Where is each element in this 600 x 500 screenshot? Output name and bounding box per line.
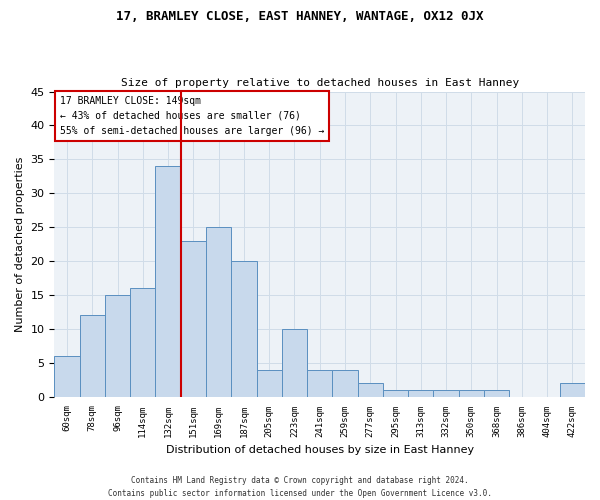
Text: Contains HM Land Registry data © Crown copyright and database right 2024.
Contai: Contains HM Land Registry data © Crown c… (108, 476, 492, 498)
Bar (358, 383, 383, 397)
Bar (408, 390, 433, 397)
Bar (433, 390, 458, 397)
Bar (484, 390, 509, 397)
Bar (206, 227, 231, 397)
X-axis label: Distribution of detached houses by size in East Hanney: Distribution of detached houses by size … (166, 445, 474, 455)
Bar (105, 295, 130, 397)
Bar (55, 356, 80, 397)
Bar (181, 241, 206, 397)
Bar (560, 383, 585, 397)
Bar (231, 261, 257, 397)
Bar (155, 166, 181, 397)
Bar (332, 370, 358, 397)
Bar (307, 370, 332, 397)
Bar (257, 370, 282, 397)
Text: 17, BRAMLEY CLOSE, EAST HANNEY, WANTAGE, OX12 0JX: 17, BRAMLEY CLOSE, EAST HANNEY, WANTAGE,… (116, 10, 484, 23)
Bar (383, 390, 408, 397)
Bar (282, 329, 307, 397)
Bar (130, 288, 155, 397)
Bar (80, 316, 105, 397)
Bar (458, 390, 484, 397)
Text: 17 BRAMLEY CLOSE: 149sqm
← 43% of detached houses are smaller (76)
55% of semi-d: 17 BRAMLEY CLOSE: 149sqm ← 43% of detach… (60, 96, 324, 136)
Y-axis label: Number of detached properties: Number of detached properties (15, 156, 25, 332)
Title: Size of property relative to detached houses in East Hanney: Size of property relative to detached ho… (121, 78, 519, 88)
